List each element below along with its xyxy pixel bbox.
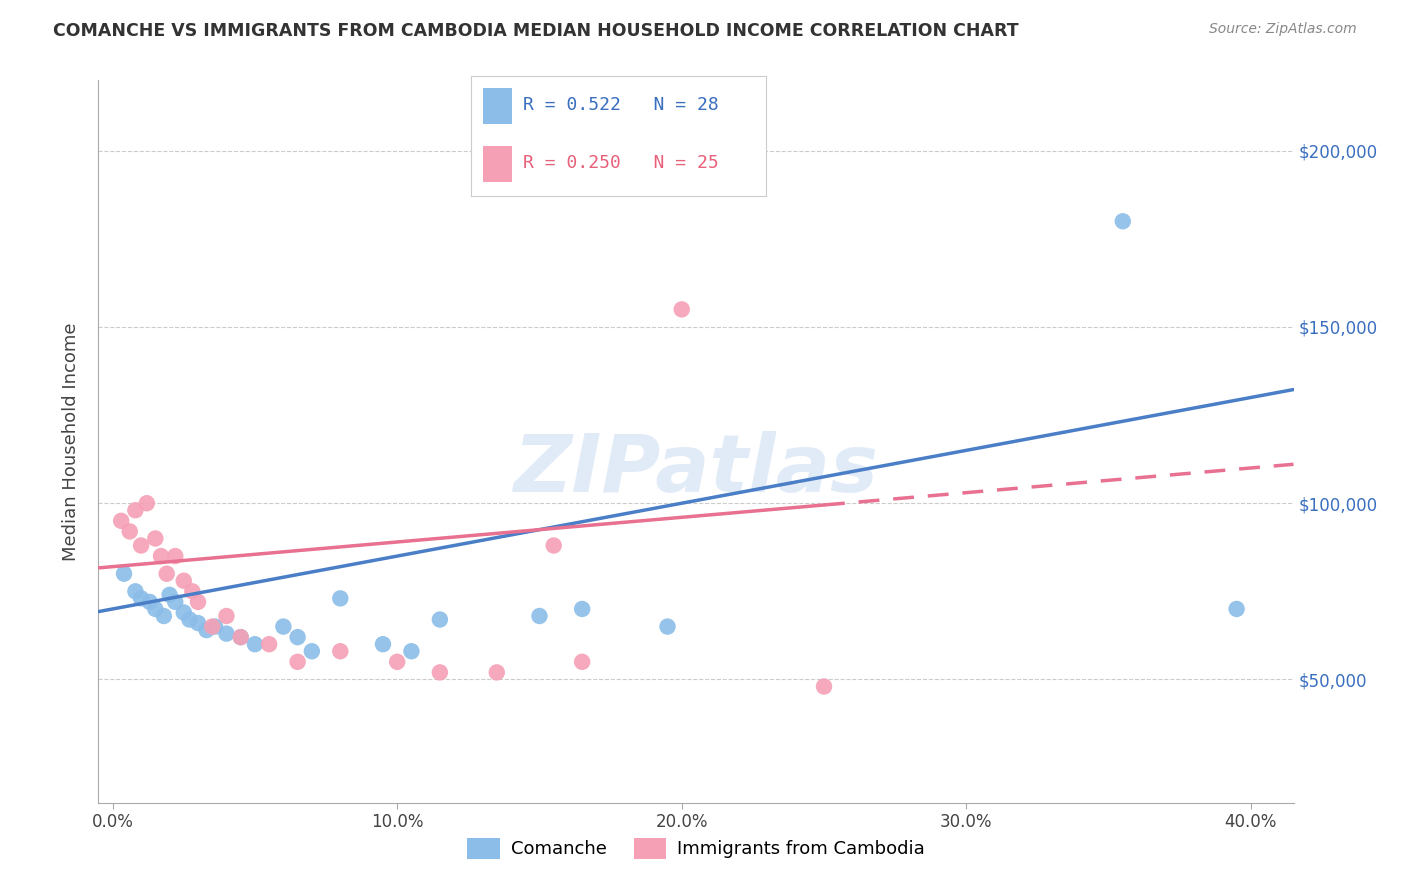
- Point: [371, 637, 394, 651]
- Text: R = 0.522   N = 28: R = 0.522 N = 28: [523, 96, 718, 114]
- Point: [273, 619, 295, 633]
- Point: [173, 574, 195, 588]
- Point: [143, 602, 166, 616]
- Point: [135, 496, 157, 510]
- Legend: Comanche, Immigrants from Cambodia: Comanche, Immigrants from Cambodia: [460, 830, 932, 866]
- Point: [153, 609, 176, 624]
- Point: [195, 623, 218, 637]
- Point: [401, 644, 423, 658]
- Point: [329, 591, 352, 606]
- Point: [112, 566, 135, 581]
- Point: [165, 595, 187, 609]
- Point: [429, 665, 451, 680]
- Point: [1226, 602, 1249, 616]
- Bar: [482, 87, 512, 124]
- Point: [429, 613, 451, 627]
- Point: [124, 503, 146, 517]
- Point: [215, 626, 238, 640]
- Point: [287, 655, 309, 669]
- Point: [173, 606, 195, 620]
- Point: [385, 655, 409, 669]
- Point: [229, 630, 252, 644]
- Point: [150, 549, 173, 563]
- Point: [187, 615, 209, 630]
- Point: [138, 595, 160, 609]
- Point: [204, 619, 226, 633]
- Point: [143, 532, 166, 546]
- Text: ZIPatlas: ZIPatlas: [513, 432, 879, 509]
- Text: COMANCHE VS IMMIGRANTS FROM CAMBODIA MEDIAN HOUSEHOLD INCOME CORRELATION CHART: COMANCHE VS IMMIGRANTS FROM CAMBODIA MED…: [53, 22, 1019, 40]
- Point: [165, 549, 187, 563]
- Point: [110, 514, 132, 528]
- Point: [571, 655, 593, 669]
- Point: [181, 584, 204, 599]
- Point: [485, 665, 508, 680]
- Point: [159, 588, 181, 602]
- Point: [179, 613, 201, 627]
- Point: [156, 566, 179, 581]
- Point: [129, 539, 152, 553]
- Point: [301, 644, 323, 658]
- Point: [543, 539, 565, 553]
- Point: [243, 637, 266, 651]
- Point: [529, 609, 551, 624]
- Point: [813, 680, 835, 694]
- Point: [1112, 214, 1135, 228]
- Point: [657, 619, 679, 633]
- Point: [187, 595, 209, 609]
- Text: R = 0.250   N = 25: R = 0.250 N = 25: [523, 154, 718, 172]
- Text: Source: ZipAtlas.com: Source: ZipAtlas.com: [1209, 22, 1357, 37]
- Point: [571, 602, 593, 616]
- Bar: [482, 145, 512, 182]
- Point: [201, 619, 224, 633]
- Point: [215, 609, 238, 624]
- Point: [124, 584, 146, 599]
- Point: [129, 591, 152, 606]
- Point: [329, 644, 352, 658]
- Point: [287, 630, 309, 644]
- Point: [229, 630, 252, 644]
- Y-axis label: Median Household Income: Median Household Income: [62, 322, 80, 561]
- Point: [118, 524, 141, 539]
- Point: [257, 637, 280, 651]
- Point: [671, 302, 693, 317]
